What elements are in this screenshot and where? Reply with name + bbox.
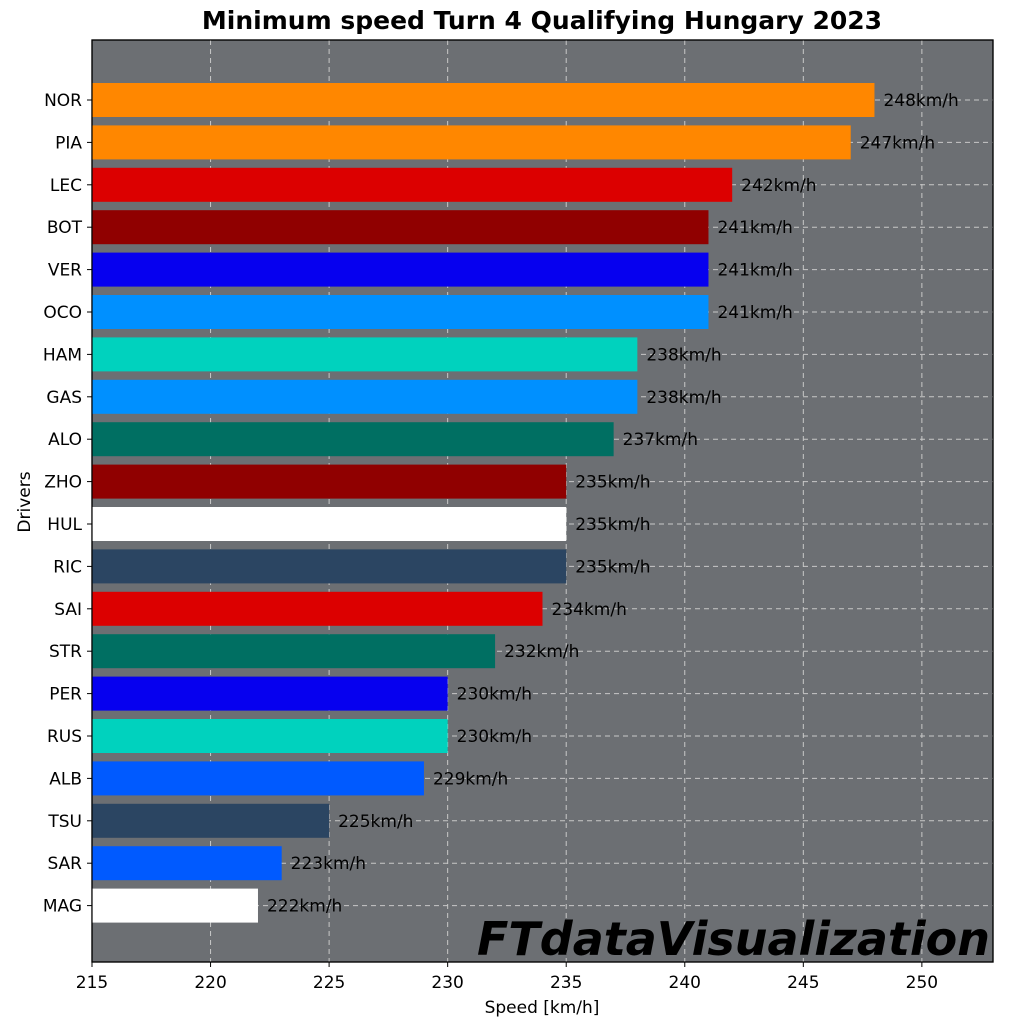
bar-sai bbox=[92, 591, 543, 626]
y-tick-label: ALO bbox=[48, 430, 82, 450]
bars bbox=[92, 83, 875, 923]
y-tick-label: SAR bbox=[47, 854, 82, 874]
x-tick-label: 225 bbox=[313, 973, 345, 993]
data-label: 232km/h bbox=[504, 642, 579, 662]
y-tick-label: STR bbox=[49, 642, 82, 662]
y-tick-label: GAS bbox=[46, 388, 82, 408]
data-label: 225km/h bbox=[338, 812, 413, 832]
data-label: 235km/h bbox=[575, 557, 650, 577]
data-label: 241km/h bbox=[717, 261, 792, 281]
data-label: 235km/h bbox=[575, 515, 650, 535]
watermark: FTdataVisualization bbox=[477, 912, 990, 966]
y-tick-label: NOR bbox=[44, 91, 82, 111]
data-labels: 248km/h 247km/h 242km/h 241km/h 241km/h 241km… bbox=[267, 91, 959, 917]
x-tick-label: 215 bbox=[76, 973, 108, 993]
y-tick-label: MAG bbox=[43, 897, 82, 917]
y-tick-label: TSU bbox=[47, 812, 82, 832]
y-tick-label: HAM bbox=[43, 345, 82, 365]
data-label: 230km/h bbox=[457, 727, 532, 747]
data-label: 230km/h bbox=[457, 685, 532, 705]
x-tick-label: 250 bbox=[906, 973, 938, 993]
y-tick-label: RUS bbox=[47, 727, 82, 747]
data-label: 241km/h bbox=[717, 218, 792, 238]
chart-title: Minimum speed Turn 4 Qualifying Hungary … bbox=[202, 6, 882, 35]
data-label: 247km/h bbox=[860, 133, 935, 153]
y-tick-label: HUL bbox=[47, 515, 82, 535]
bar-mag bbox=[92, 888, 258, 923]
y-tick-label: LEC bbox=[50, 176, 82, 196]
data-label: 235km/h bbox=[575, 473, 650, 493]
data-label: 223km/h bbox=[291, 854, 366, 874]
bar-pia bbox=[92, 125, 851, 160]
bar-ric bbox=[92, 549, 567, 584]
bar-rus bbox=[92, 719, 448, 753]
data-label: 248km/h bbox=[883, 91, 958, 111]
x-tick-label: 220 bbox=[194, 973, 226, 993]
y-tick-label: ZHO bbox=[44, 473, 82, 493]
x-axis-ticks: 215 220 225 230 235 240 245 250 bbox=[76, 962, 938, 993]
bar-oco bbox=[92, 295, 709, 329]
bar-gas bbox=[92, 379, 638, 414]
data-label: 229km/h bbox=[433, 769, 508, 789]
bar-bot bbox=[92, 210, 709, 245]
plot-frame bbox=[91, 39, 994, 963]
y-tick-label: PIA bbox=[55, 133, 82, 153]
y-tick-label: ALB bbox=[49, 769, 82, 789]
y-tick-label: PER bbox=[49, 685, 82, 705]
data-label: 237km/h bbox=[623, 430, 698, 450]
data-label: 222km/h bbox=[267, 897, 342, 917]
x-tick-label: 245 bbox=[787, 973, 819, 993]
y-axis-ticks: NOR PIA LEC BOT VER OCO HAM GAS ALO ZHO HUL RIC SAI S… bbox=[43, 91, 92, 917]
bar-tsu bbox=[92, 803, 330, 838]
y-tick-label: SAI bbox=[54, 600, 82, 620]
bar-str bbox=[92, 634, 496, 669]
bar-zho bbox=[92, 464, 567, 499]
data-label: 234km/h bbox=[552, 600, 627, 620]
bar-alo bbox=[92, 422, 614, 457]
x-tick-label: 240 bbox=[669, 973, 701, 993]
bar-alb bbox=[92, 761, 424, 796]
bar-nor bbox=[92, 83, 875, 117]
y-tick-label: RIC bbox=[53, 557, 82, 577]
bar-per bbox=[92, 676, 448, 711]
x-tick-label: 235 bbox=[550, 973, 582, 993]
data-label: 242km/h bbox=[741, 176, 816, 196]
bar-lec bbox=[92, 167, 733, 202]
data-label: 238km/h bbox=[646, 388, 721, 408]
y-tick-label: OCO bbox=[43, 303, 82, 323]
data-label: 238km/h bbox=[646, 345, 721, 365]
x-axis-label: Speed [km/h] bbox=[485, 998, 600, 1018]
y-axis-label: Drivers bbox=[15, 471, 35, 532]
x-tick-label: 230 bbox=[431, 973, 463, 993]
bar-hul bbox=[92, 507, 567, 541]
bar-ver bbox=[92, 252, 709, 287]
y-tick-label: BOT bbox=[47, 218, 83, 238]
y-tick-label: VER bbox=[48, 261, 82, 281]
data-label: 241km/h bbox=[717, 303, 792, 323]
bar-ham bbox=[92, 337, 638, 372]
bar-sar bbox=[92, 846, 282, 881]
